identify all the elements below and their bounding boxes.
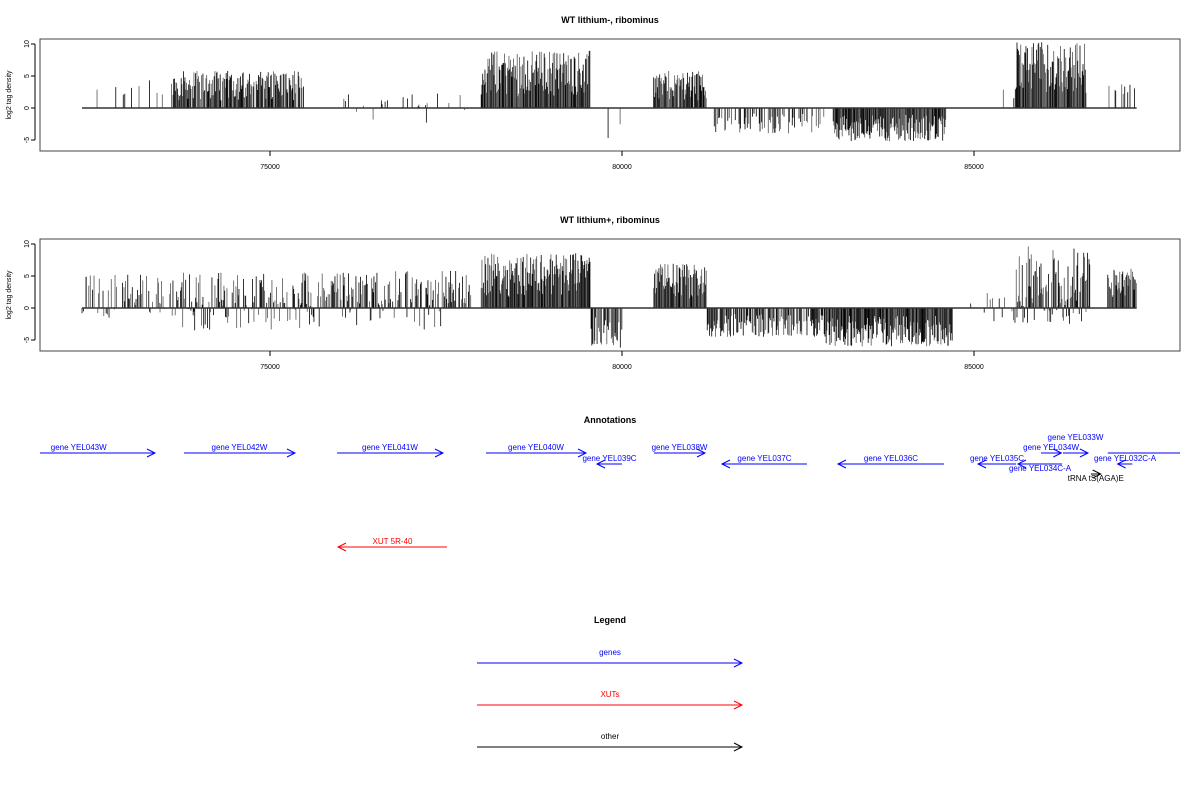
legend-label: other	[601, 732, 620, 741]
feature-label: gene YEL033W	[1048, 433, 1104, 442]
feature-gene: gene YEL038W	[652, 443, 708, 458]
x-tick-label: 80000	[612, 164, 632, 171]
arrowhead-right-icon	[1053, 448, 1063, 458]
y-tick-label: -5	[24, 137, 31, 143]
feature-gene: gene YEL039C	[582, 454, 637, 469]
arrowhead-left-icon	[1116, 459, 1126, 469]
arrowhead-left-icon	[595, 459, 606, 469]
feature-label: XUT 5R-40	[373, 537, 413, 546]
y-axis-label: log2 tag density	[6, 70, 13, 120]
feature-gene: gene YEL032C-A	[1094, 454, 1157, 469]
y-tick-label: 5	[24, 74, 31, 78]
plot-frame	[39, 238, 1181, 352]
annotation-features: gene YEL043W gene YEL042W gene YEL041W gene…	[40, 433, 1180, 552]
feature-gene: gene YEL034W	[1023, 443, 1079, 458]
feature-gene: gene YEL042W	[183, 443, 297, 458]
arrowhead-left-icon	[720, 459, 731, 469]
arrowhead-right-icon	[1079, 448, 1090, 458]
feature-label: gene YEL034C-A	[1009, 464, 1072, 473]
arrowhead-right-icon	[733, 658, 744, 668]
feature-label: gene YEL039C	[582, 454, 636, 463]
feature-label: gene YEL032C-A	[1094, 454, 1157, 463]
y-tick-label: 0	[24, 106, 31, 110]
feature-gene: gene YEL043W	[40, 443, 157, 458]
arrowhead-right-icon	[733, 742, 744, 752]
legend: Legend genes XUTs other	[477, 615, 744, 752]
y-tick-label: 10	[24, 40, 31, 48]
arrowhead-right-icon	[577, 448, 588, 458]
legend-label: XUTs	[600, 690, 619, 699]
y-tick-label: 0	[24, 306, 31, 310]
x-tick-label: 75000	[260, 364, 280, 371]
x-tick-label: 80000	[612, 364, 632, 371]
feature-gene: gene YEL041W	[337, 443, 445, 458]
arrowhead-right-icon	[286, 448, 297, 458]
y-axis-label: log2 tag density	[6, 270, 13, 320]
arrowhead-left-icon	[1016, 459, 1027, 469]
y-tick-label: 5	[24, 274, 31, 278]
feature-label: gene YEL038W	[652, 443, 708, 452]
feature-gene: gene YEL036C	[836, 454, 945, 469]
feature-gene: gene YEL040W	[485, 443, 588, 458]
arrowhead-left-icon	[336, 542, 347, 552]
feature-label: gene YEL037C	[737, 454, 791, 463]
panel-title: WT lithium+, ribominus	[560, 215, 660, 225]
feature-other: tRNA tS(AGA)E	[1068, 469, 1124, 483]
track-lithium-minus: WT lithium-, ribominus log2 tag density …	[6, 15, 1181, 171]
annotations-title: Annotations	[584, 415, 637, 425]
feature-label: gene YEL040W	[508, 443, 564, 452]
feature-label: gene YEL042W	[212, 443, 268, 452]
feature-label: gene YEL043W	[51, 443, 107, 452]
arrowhead-right-icon	[146, 448, 157, 458]
panel-title: WT lithium-, ribominus	[561, 15, 659, 25]
track-lithium-plus: WT lithium+, ribominus log2 tag density …	[6, 215, 1181, 371]
feature-gene: gene YEL037C	[720, 454, 808, 469]
feature-label: gene YEL041W	[362, 443, 418, 452]
arrowhead-right-icon	[733, 700, 744, 710]
x-tick-label: 85000	[964, 164, 984, 171]
arrowhead-left-icon	[836, 459, 847, 469]
feature-gene: gene YEL033W	[1048, 433, 1104, 458]
feature-label: gene YEL036C	[864, 454, 918, 463]
legend-label: genes	[599, 648, 621, 657]
feature-label: tRNA tS(AGA)E	[1068, 474, 1124, 483]
arrowhead-right-icon	[434, 448, 445, 458]
arrowhead-right-icon	[696, 448, 707, 458]
arrowhead-right-icon	[1092, 469, 1102, 479]
feature-gene: gene YEL034C-A	[1009, 459, 1072, 473]
feature-gene: gene YEL035C	[970, 454, 1024, 469]
arrowhead-left-icon	[976, 459, 987, 469]
feature-label: gene YEL034W	[1023, 443, 1079, 452]
plot-frame	[39, 38, 1181, 152]
x-tick-label: 85000	[964, 364, 984, 371]
legend-title: Legend	[594, 615, 626, 625]
y-tick-label: -5	[24, 337, 31, 343]
x-tick-label: 75000	[260, 164, 280, 171]
feature-label: gene YEL035C	[970, 454, 1024, 463]
y-tick-label: 10	[24, 240, 31, 248]
annotations-track: Annotations gene YEL043W gene YEL042W gene…	[40, 415, 1180, 552]
feature-xut: XUT 5R-40	[336, 537, 447, 552]
